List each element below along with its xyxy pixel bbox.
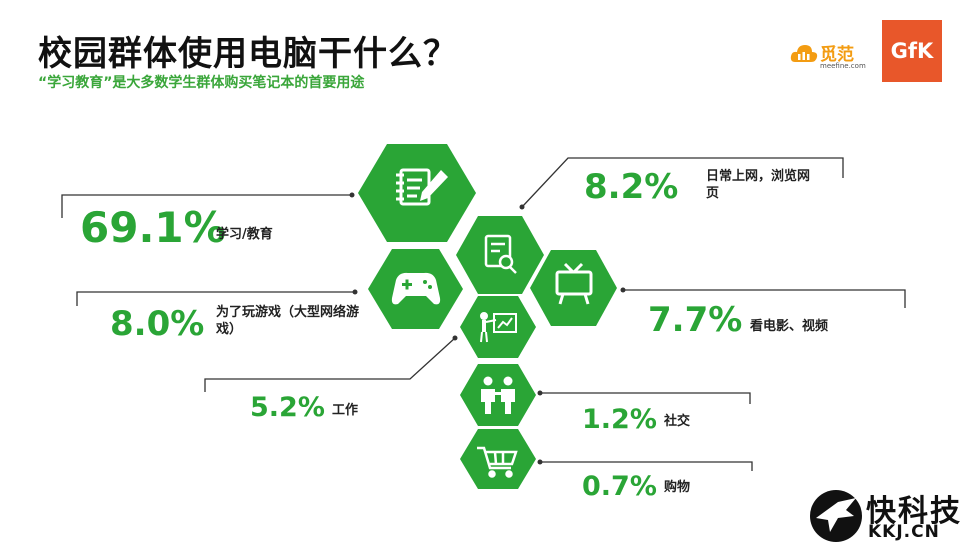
value-game: 8.0% xyxy=(110,304,205,344)
presentation-icon xyxy=(480,312,517,343)
label-web: 日常上网，浏览网页 xyxy=(706,169,811,201)
connector-work xyxy=(204,337,456,392)
value-shopping: 0.7% xyxy=(582,471,657,502)
watermark-brand: 快科技 xyxy=(866,494,962,529)
page-subtitle: “学习教育”是大多数学生群体购买笔记本的首要用途 xyxy=(38,75,365,91)
tv-icon xyxy=(555,262,593,305)
hex-shopping xyxy=(460,429,536,489)
connector-lines xyxy=(61,157,906,471)
label-video: 看电影、视频 xyxy=(750,319,829,334)
meefine-logo-name: 觅范 xyxy=(820,45,854,65)
label-work: 工作 xyxy=(332,403,359,418)
web-search-icon xyxy=(484,234,517,274)
value-video: 7.7% xyxy=(648,300,743,340)
label-shopping: 购物 xyxy=(664,480,691,495)
hex-work xyxy=(460,296,536,358)
meefine-cloud-icon xyxy=(790,45,818,62)
hex-web xyxy=(456,216,544,294)
meefine-logo: 觅范 meefine.com xyxy=(790,38,866,72)
connector-web xyxy=(521,157,844,208)
hex-game xyxy=(368,249,463,329)
notebook-pen-icon xyxy=(396,168,448,206)
page-title: 校园群体使用电脑干什么？ xyxy=(38,34,458,74)
connector-dots xyxy=(349,192,626,465)
people-icon xyxy=(481,376,515,414)
gfk-logo-text: GfK xyxy=(890,39,934,63)
hex-video xyxy=(530,250,617,326)
connector-game xyxy=(76,291,355,306)
connector-study xyxy=(61,194,352,218)
value-social: 1.2% xyxy=(582,404,657,435)
connector-video xyxy=(623,289,906,308)
value-study: 69.1% xyxy=(80,203,226,252)
value-web: 8.2% xyxy=(584,167,679,207)
hex-social xyxy=(460,364,536,426)
meefine-logo-url: meefine.com xyxy=(820,62,866,70)
gfk-logo: GfK xyxy=(882,20,942,82)
connector-social xyxy=(540,392,751,404)
cart-icon xyxy=(477,446,518,478)
connector-shopping xyxy=(540,461,753,471)
label-study: 学习/教育 xyxy=(216,227,273,242)
watermark-site: KKJ.CN xyxy=(868,522,940,542)
label-game: 为了玩游戏（大型网络游戏） xyxy=(216,305,360,337)
hex-study xyxy=(358,144,476,242)
value-work: 5.2% xyxy=(250,392,325,423)
label-social: 社交 xyxy=(664,414,691,429)
gamepad-icon xyxy=(391,272,441,305)
kkj-bird-icon xyxy=(810,490,862,542)
